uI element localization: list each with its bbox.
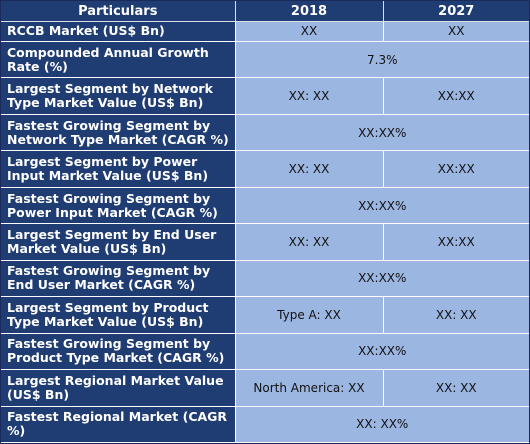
table-row: Largest Regional Market Value (US$ Bn) No… (1, 369, 529, 407)
table-row: Fastest Growing Segment by Network Type … (1, 113, 529, 152)
row-label: Fastest Growing Segment by Power Input M… (1, 186, 236, 225)
row-value-2027: XX: XX (383, 296, 529, 334)
row-value-merged: XX:XX% (235, 113, 529, 152)
row-value-merged: XX: XX% (235, 405, 529, 444)
row-label: Compounded Annual Growth Rate (%) (1, 40, 236, 79)
table-row: RCCB Market (US$ Bn) XX XX (1, 21, 529, 42)
row-label: Fastest Growing Segment by End User Mark… (1, 259, 236, 298)
row-value-2018: Type A: XX (235, 296, 384, 334)
table-row: Fastest Growing Segment by End User Mark… (1, 259, 529, 298)
table-row: Fastest Regional Market (CAGR %) XX: XX% (1, 405, 529, 444)
table-row: Largest Segment by Network Type Market V… (1, 77, 529, 115)
row-value-2018: XX: XX (235, 77, 384, 115)
row-value-2027: XX:XX (383, 77, 529, 115)
row-value-merged: 7.3% (235, 40, 529, 79)
table-row: Fastest Growing Segment by Power Input M… (1, 186, 529, 225)
row-label: Largest Segment by Network Type Market V… (1, 77, 236, 115)
row-label: Fastest Regional Market (CAGR %) (1, 405, 236, 444)
header-year-2027: 2027 (383, 1, 529, 22)
row-value-2027: XX: XX (383, 369, 529, 407)
row-value-2018: XX: XX (235, 150, 384, 188)
row-value-2018: XX: XX (235, 223, 384, 261)
row-value-2027: XX:XX (383, 223, 529, 261)
row-value-2018: North America: XX (235, 369, 384, 407)
table-body: RCCB Market (US$ Bn) XX XX Compounded Annua… (1, 21, 529, 444)
table-row: Compounded Annual Growth Rate (%) 7.3% (1, 40, 529, 79)
header-particulars: Particulars (1, 1, 236, 22)
row-label: Fastest Growing Segment by Product Type … (1, 332, 236, 371)
table-row: Largest Segment by Product Type Market V… (1, 296, 529, 334)
row-value-2027: XX (383, 21, 529, 42)
row-label: Largest Segment by Power Input Market Va… (1, 150, 236, 188)
table-header-row: Particulars 2018 2027 (1, 1, 529, 22)
row-value-merged: XX:XX% (235, 332, 529, 371)
header-year-2018: 2018 (235, 1, 384, 22)
table-row: Largest Segment by Power Input Market Va… (1, 150, 529, 188)
row-value-2027: XX:XX (383, 150, 529, 188)
row-label: Largest Regional Market Value (US$ Bn) (1, 369, 236, 407)
row-label: Fastest Growing Segment by Network Type … (1, 113, 236, 152)
row-label: Largest Segment by Product Type Market V… (1, 296, 236, 334)
row-value-2018: XX (235, 21, 384, 42)
row-label: RCCB Market (US$ Bn) (1, 21, 236, 42)
row-value-merged: XX:XX% (235, 259, 529, 298)
row-label: Largest Segment by End User Market Value… (1, 223, 236, 261)
table-row: Fastest Growing Segment by Product Type … (1, 332, 529, 371)
table-row: Largest Segment by End User Market Value… (1, 223, 529, 261)
row-value-merged: XX:XX% (235, 186, 529, 225)
